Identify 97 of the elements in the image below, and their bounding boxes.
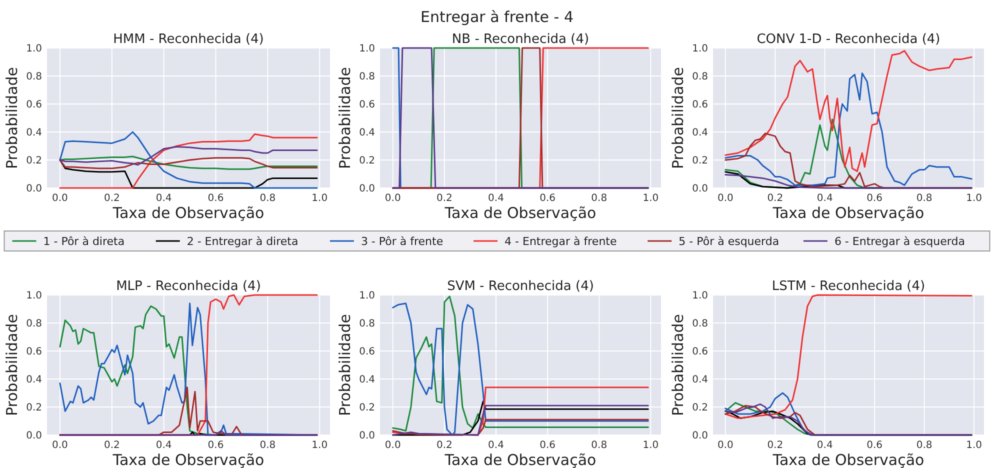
text: Entregar à frente - 4 <box>420 8 574 26</box>
y-axis-title: Probabilidade <box>3 67 21 169</box>
x-axis-title: Taxa de Observação <box>772 451 924 468</box>
x-tick-label: 0.2 <box>436 193 452 204</box>
x-tick-label: 1.0 <box>966 193 982 204</box>
y-tick-label: 1.0 <box>26 290 42 302</box>
y-axis-title: Probabilidade <box>336 67 354 169</box>
y-tick-label: 0.6 <box>692 346 708 358</box>
x-axis-title: Taxa de Observação <box>772 204 924 222</box>
y-tick-label: 0.2 <box>692 156 708 166</box>
y-tick-label: 0.0 <box>692 430 708 442</box>
x-tick-label: 0.4 <box>156 440 172 451</box>
x-tick-label: 0.2 <box>104 193 120 204</box>
x-tick-label: 0.2 <box>767 193 784 204</box>
chart-title: HMM - Reconhecida (4) <box>113 32 264 47</box>
x-tick-label: 1.0 <box>966 440 982 451</box>
x-tick-label: 0.8 <box>260 193 276 204</box>
y-tick-label: 0.4 <box>26 128 42 138</box>
x-tick-label: 0.4 <box>488 440 504 451</box>
x-tick-label: 0.4 <box>816 193 833 204</box>
x-tick-label: 1.0 <box>312 440 328 451</box>
x-tick-label: 1.0 <box>642 440 659 451</box>
y-tick-label: 0.8 <box>692 318 708 330</box>
legend-label: 3 - Pôr à frente <box>360 235 444 248</box>
y-tick-label: 0.8 <box>26 72 42 82</box>
y-tick-label: 0.6 <box>359 100 375 110</box>
x-tick-label: 1.0 <box>312 193 328 204</box>
y-tick-label: 0.4 <box>359 128 375 138</box>
x-tick-label: 0.4 <box>816 440 833 451</box>
chart-title: SVM - Reconhecida (4) <box>447 279 594 294</box>
y-tick-label: 0.4 <box>692 374 708 386</box>
y-tick-label: 0.4 <box>692 128 708 138</box>
chart-title: MLP - Reconhecida (4) <box>116 279 261 294</box>
x-tick-label: 0.6 <box>540 193 556 204</box>
x-tick-label: 0.6 <box>866 440 883 451</box>
y-axis-title: Probabilidade <box>669 314 687 416</box>
x-tick-label: 0.4 <box>156 193 172 204</box>
x-tick-label: 0.6 <box>866 193 883 204</box>
x-tick-label: 0.4 <box>488 193 504 204</box>
x-tick-label: 0.2 <box>104 440 120 451</box>
x-tick-label: 0.8 <box>591 440 608 451</box>
legend-label: 1 - Pôr à direta <box>43 235 125 248</box>
x-tick-label: 0.6 <box>208 440 224 451</box>
y-tick-label: 1.0 <box>26 44 42 54</box>
x-tick-label: 0.0 <box>384 193 401 204</box>
y-tick-label: 1.0 <box>692 290 708 302</box>
x-axis-title: Taxa de Observação <box>444 204 596 222</box>
y-tick-label: 0.0 <box>359 430 375 442</box>
x-tick-label: 0.6 <box>208 193 224 204</box>
y-tick-label: 1.0 <box>359 290 375 302</box>
y-tick-label: 0.6 <box>26 346 42 358</box>
y-tick-label: 0.2 <box>26 156 42 166</box>
chart-title: CONV 1-D - Reconhecida (4) <box>756 32 940 47</box>
legend-label: 5 - Pôr à esquerda <box>678 235 780 248</box>
y-tick-label: 0.8 <box>359 318 375 330</box>
legend-label: 6 - Entregar à esquerda <box>834 235 965 248</box>
y-tick-label: 0.6 <box>359 346 375 358</box>
y-tick-label: 0.2 <box>692 402 708 414</box>
x-tick-label: 0.0 <box>52 440 68 451</box>
chart-title: LSTM - Reconhecida (4) <box>772 279 926 294</box>
x-tick-label: 0.8 <box>916 440 932 451</box>
y-tick-label: 0.2 <box>359 156 375 166</box>
x-tick-label: 0.8 <box>260 440 276 451</box>
y-axis-title: Probabilidade <box>3 314 21 416</box>
y-tick-label: 0.0 <box>26 430 42 442</box>
y-tick-label: 0.8 <box>692 72 708 82</box>
y-tick-label: 0.0 <box>359 184 375 194</box>
y-tick-label: 1.0 <box>692 44 708 54</box>
y-axis-title: Probabilidade <box>336 314 354 416</box>
x-tick-label: 0.0 <box>717 193 734 204</box>
x-tick-label: 0.6 <box>540 440 556 451</box>
x-axis-title: Taxa de Observação <box>112 204 264 222</box>
y-tick-label: 0.4 <box>359 374 375 386</box>
x-tick-label: 0.0 <box>717 440 734 451</box>
x-tick-label: 0.2 <box>767 440 784 451</box>
x-tick-label: 0.8 <box>916 193 932 204</box>
x-tick-label: 0.0 <box>52 193 68 204</box>
y-tick-label: 1.0 <box>359 44 375 54</box>
x-tick-label: 1.0 <box>642 193 659 204</box>
legend-label: 2 - Entregar à direta <box>186 235 298 248</box>
y-tick-label: 0.0 <box>692 184 708 194</box>
x-tick-label: 0.2 <box>436 440 452 451</box>
y-tick-label: 0.2 <box>26 402 42 414</box>
y-tick-label: 0.8 <box>359 72 375 82</box>
y-tick-label: 0.8 <box>26 318 42 330</box>
x-axis-title: Taxa de Observação <box>112 451 264 468</box>
y-tick-label: 0.6 <box>26 100 42 110</box>
y-axis-title: Probabilidade <box>669 67 687 169</box>
x-tick-label: 0.0 <box>384 440 401 451</box>
x-axis-title: Taxa de Observação <box>444 451 596 468</box>
y-tick-label: 0.2 <box>359 402 375 414</box>
legend-label: 4 - Entregar à frente <box>504 235 617 248</box>
y-tick-label: 0.6 <box>692 100 708 110</box>
y-tick-label: 0.4 <box>26 374 42 386</box>
y-tick-label: 0.0 <box>26 184 42 194</box>
chart-title: NB - Reconhecida (4) <box>452 32 590 47</box>
x-tick-label: 0.8 <box>591 193 608 204</box>
